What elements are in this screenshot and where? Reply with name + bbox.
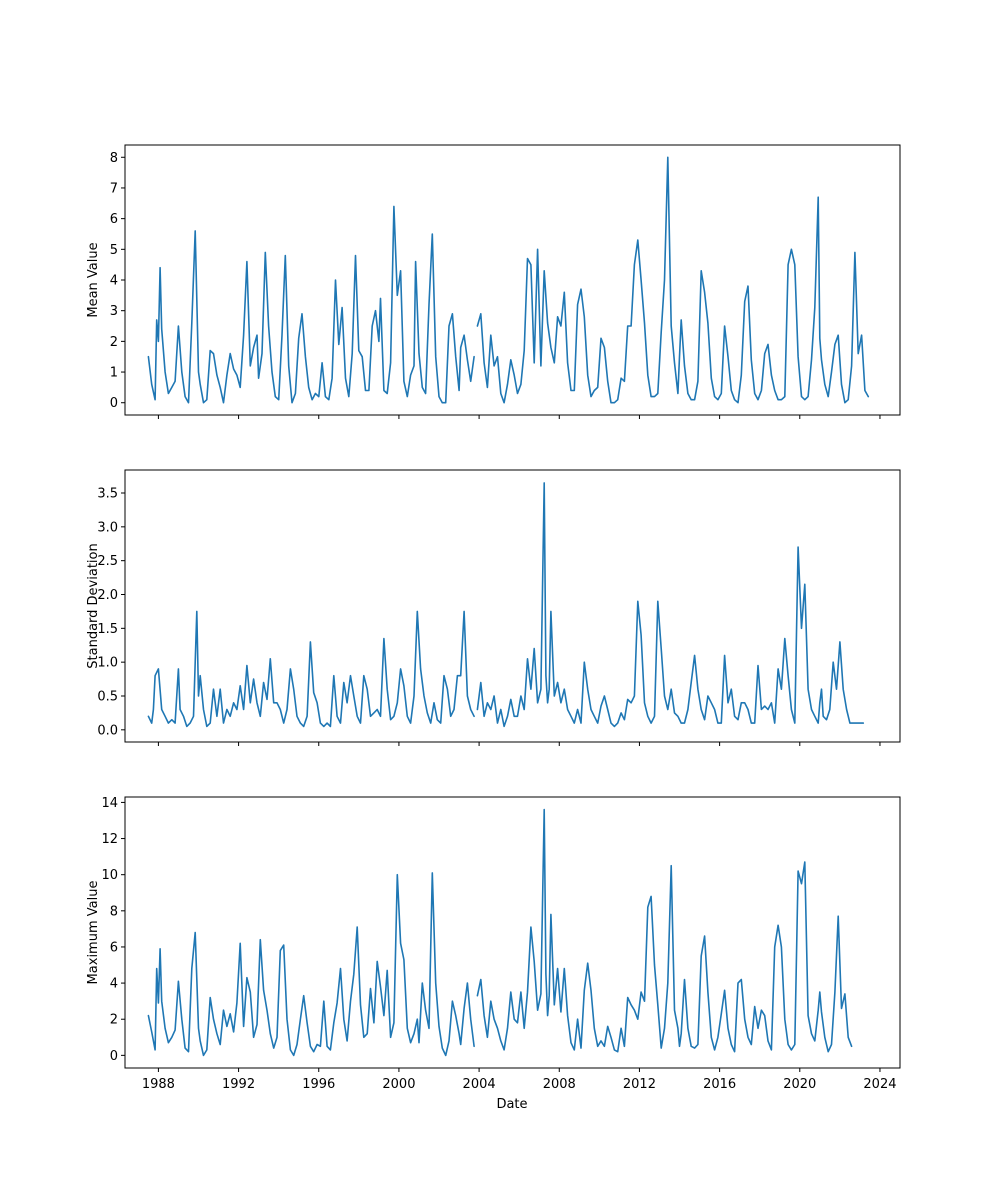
series-line [476, 482, 865, 728]
x-tick-label: 2020 [783, 1077, 816, 1092]
y-tick-label: 8 [110, 151, 118, 166]
x-tick-label: 1996 [302, 1077, 335, 1092]
y-axis-label: Standard Deviation [86, 543, 101, 668]
series-line [476, 156, 870, 404]
y-tick-label: 2.5 [97, 554, 118, 569]
y-tick-label: 4 [110, 977, 118, 992]
x-tick-label: 1992 [222, 1077, 255, 1092]
series-line [147, 610, 475, 728]
y-tick-label: 2.0 [97, 588, 118, 603]
series-line [147, 872, 475, 1057]
y-tick-label: 3.5 [97, 487, 118, 502]
y-axis-label: Maximum Value [86, 881, 101, 985]
y-tick-label: 0 [110, 396, 118, 411]
x-tick-label: 1988 [142, 1077, 175, 1092]
y-tick-label: 0 [110, 1049, 118, 1064]
y-tick-label: 1.0 [97, 656, 118, 671]
x-tick-label: 2004 [463, 1077, 496, 1092]
panel-1: 0 1 2 3 4 5 6 7 8 Mean Value [86, 144, 901, 419]
plot-frame [124, 796, 901, 1069]
y-tick-label: 6 [110, 940, 118, 955]
series-line [147, 205, 475, 404]
series-line [476, 808, 853, 1053]
y-tick-label: 0.5 [97, 689, 118, 704]
y-tick-label: 1 [110, 366, 118, 381]
y-tick-label: 8 [110, 904, 118, 919]
y-tick-label: 6 [110, 212, 118, 227]
y-tick-label: 2 [110, 335, 118, 350]
x-tick-label: 2016 [703, 1077, 736, 1092]
x-tick-label: 2024 [863, 1077, 896, 1092]
y-tick-label: 1.5 [97, 622, 118, 637]
x-axis-label: Date [496, 1097, 527, 1112]
y-tick-label: 7 [110, 181, 118, 196]
y-tick-label: 3.0 [97, 520, 118, 535]
y-tick-label: 2 [110, 1013, 118, 1028]
y-tick-label: 3 [110, 304, 118, 319]
panel-3: 0 2 4 6 8 10 12 14 1988 1992 1996 2000 2004 2008 2012 2… [86, 796, 901, 1092]
x-tick-label: 2012 [623, 1077, 656, 1092]
y-tick-label: 12 [101, 832, 118, 847]
x-tick-label: 2008 [543, 1077, 576, 1092]
y-axis-label: Mean Value [86, 242, 101, 317]
y-tick-label: 10 [101, 868, 118, 883]
plot-frame [124, 469, 901, 743]
x-tick-label: 2000 [382, 1077, 415, 1092]
y-tick-label: 5 [110, 243, 118, 258]
panel-2: 0.0 0.5 1.0 1.5 2.0 2.5 3.0 3.5 Standard Deviati… [86, 469, 901, 746]
y-tick-label: 4 [110, 274, 118, 289]
plot-frame [124, 144, 901, 416]
y-tick-label: 14 [101, 796, 118, 811]
y-tick-label: 0.0 [97, 723, 118, 738]
